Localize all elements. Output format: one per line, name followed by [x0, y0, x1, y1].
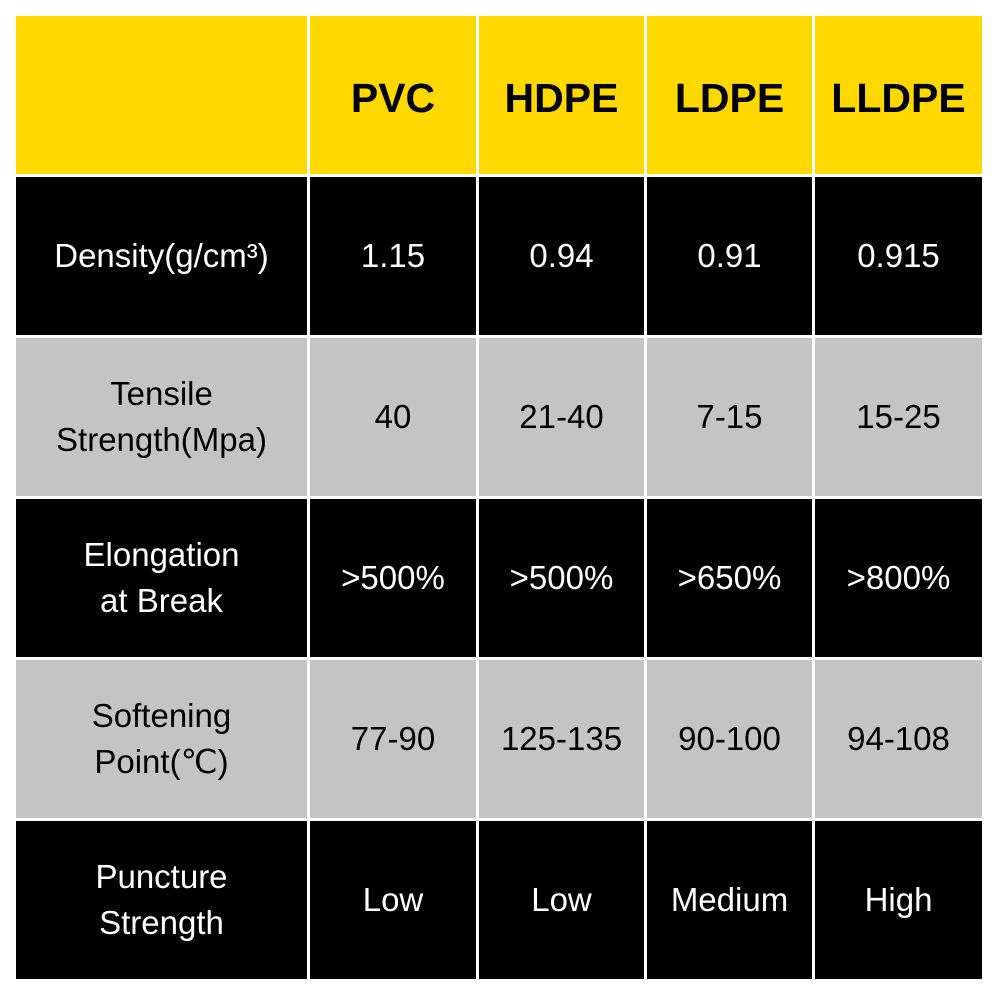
row-label: Density(g/cm³) [16, 177, 307, 335]
table-cell: 0.91 [647, 177, 812, 335]
table-cell: >650% [647, 499, 812, 657]
table-cell: 21-40 [479, 338, 644, 496]
table-cell: 7-15 [647, 338, 812, 496]
table-cell: 0.94 [479, 177, 644, 335]
row-label: Tensile Strength(Mpa) [16, 338, 307, 496]
table-cell: 40 [310, 338, 476, 496]
table-cell: 94-108 [815, 660, 982, 818]
table-cell: Low [479, 821, 644, 979]
table-cell: >500% [310, 499, 476, 657]
table-cell: 77-90 [310, 660, 476, 818]
header-hdpe: HDPE [479, 16, 644, 174]
table-cell: 1.15 [310, 177, 476, 335]
row-label: Softening Point(℃) [16, 660, 307, 818]
table-cell: 15-25 [815, 338, 982, 496]
table-cell: Low [310, 821, 476, 979]
table-cell: >800% [815, 499, 982, 657]
table-cell: 125-135 [479, 660, 644, 818]
row-label: Puncture Strength [16, 821, 307, 979]
table-cell: Medium [647, 821, 812, 979]
comparison-table: PVC HDPE LDPE LLDPE Density(g/cm³) 1.15 0.… [16, 16, 982, 979]
header-pvc: PVC [310, 16, 476, 174]
table-cell: 0.915 [815, 177, 982, 335]
row-label: Elongation at Break [16, 499, 307, 657]
table-cell: High [815, 821, 982, 979]
header-lldpe: LLDPE [815, 16, 982, 174]
table-cell: >500% [479, 499, 644, 657]
header-corner-cell [16, 16, 307, 174]
table-cell: 90-100 [647, 660, 812, 818]
header-ldpe: LDPE [647, 16, 812, 174]
